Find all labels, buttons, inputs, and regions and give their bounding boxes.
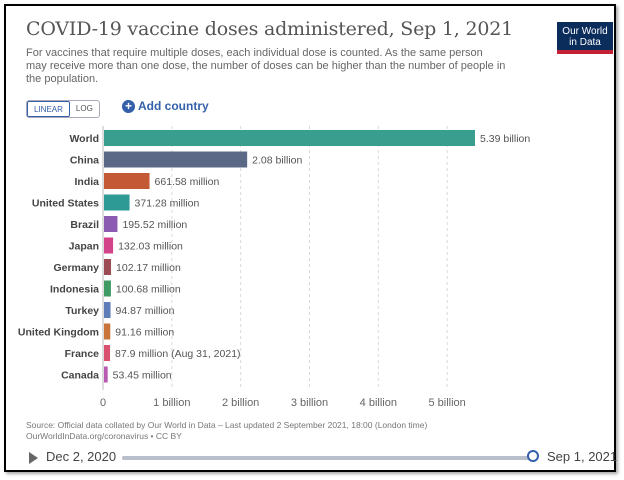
category-label: India bbox=[74, 176, 99, 188]
value-label: 371.28 million bbox=[135, 198, 200, 210]
source-url[interactable]: OurWorldInData.org/coronavirus • CC BY bbox=[26, 431, 182, 441]
category-label: World bbox=[69, 133, 99, 145]
value-label: 53.45 million bbox=[113, 370, 172, 382]
chart-subtitle: For vaccines that require multiple doses… bbox=[26, 47, 506, 85]
category-label: Germany bbox=[53, 262, 99, 274]
category-label: Indonesia bbox=[50, 284, 99, 296]
add-country-button[interactable]: + Add country bbox=[122, 99, 209, 113]
x-tick-label: 5 billion bbox=[428, 397, 465, 409]
timeline-end-date: Sep 1, 2021 bbox=[547, 449, 618, 464]
category-label: Japan bbox=[69, 241, 99, 253]
value-label: 132.03 million bbox=[118, 241, 183, 253]
bar bbox=[104, 216, 118, 232]
bar bbox=[104, 130, 475, 146]
bar-chart: 0 1 billion 2 billion 3 billion 4 billion 5 b… bbox=[18, 126, 530, 409]
category-label: Brazil bbox=[70, 219, 99, 231]
logo-line-1: Our World bbox=[562, 26, 608, 37]
timeline-handle[interactable] bbox=[527, 450, 539, 462]
log-scale-button[interactable]: LOG bbox=[75, 104, 93, 113]
bar bbox=[104, 259, 112, 275]
value-label: 87.9 million (Aug 31, 2021) bbox=[115, 348, 241, 360]
add-country-label: Add country bbox=[138, 99, 209, 113]
bar bbox=[104, 237, 114, 254]
value-label: 5.39 billion bbox=[480, 133, 530, 145]
bar bbox=[104, 302, 111, 318]
value-label: 100.68 million bbox=[116, 284, 181, 296]
value-label: 91.16 million bbox=[115, 327, 174, 339]
timeline: Dec 2, 2020 Sep 1, 2021 bbox=[6, 446, 618, 470]
bar bbox=[104, 194, 130, 211]
value-label: 2.08 billion bbox=[252, 155, 302, 167]
play-icon[interactable] bbox=[29, 452, 38, 464]
bar bbox=[104, 151, 248, 168]
x-tick-label: 2 billion bbox=[222, 397, 259, 409]
value-label: 661.58 million bbox=[155, 176, 220, 188]
x-tick-label: 0 bbox=[100, 397, 106, 409]
x-tick-label: 1 billion bbox=[153, 397, 190, 409]
chart-frame: COVID-19 vaccine doses administered, Sep… bbox=[4, 4, 618, 472]
category-label: Turkey bbox=[65, 305, 99, 317]
source-text: Source: Official data collated by Our Wo… bbox=[26, 420, 428, 430]
logo-accent-bar bbox=[557, 50, 613, 54]
source-note: Source: Official data collated by Our Wo… bbox=[26, 420, 506, 442]
logo-line-2: in Data bbox=[569, 37, 601, 48]
x-tick-label: 4 billion bbox=[360, 397, 397, 409]
category-label: Canada bbox=[61, 370, 99, 382]
x-tick-label: 3 billion bbox=[291, 397, 328, 409]
bar bbox=[104, 280, 111, 297]
category-label: France bbox=[65, 348, 100, 360]
category-label: China bbox=[70, 155, 99, 167]
bar bbox=[104, 366, 108, 383]
scale-toggle: LINEAR LOG bbox=[26, 100, 100, 118]
timeline-track[interactable] bbox=[122, 456, 534, 460]
chart-title: COVID-19 vaccine doses administered, Sep… bbox=[26, 18, 514, 40]
bar bbox=[104, 345, 111, 361]
category-label: United Kingdom bbox=[18, 327, 99, 339]
value-label: 195.52 million bbox=[122, 219, 187, 231]
owid-logo[interactable]: Our World in Data bbox=[557, 22, 613, 54]
linear-scale-button[interactable]: LINEAR bbox=[27, 101, 70, 117]
bar bbox=[104, 323, 111, 340]
value-label: 102.17 million bbox=[116, 262, 181, 274]
timeline-start-date: Dec 2, 2020 bbox=[46, 449, 117, 464]
category-label: United States bbox=[32, 198, 99, 210]
bar bbox=[104, 173, 150, 189]
timeline-track-fill bbox=[122, 456, 534, 460]
plus-circle-icon: + bbox=[122, 99, 135, 113]
value-label: 94.87 million bbox=[116, 305, 175, 317]
